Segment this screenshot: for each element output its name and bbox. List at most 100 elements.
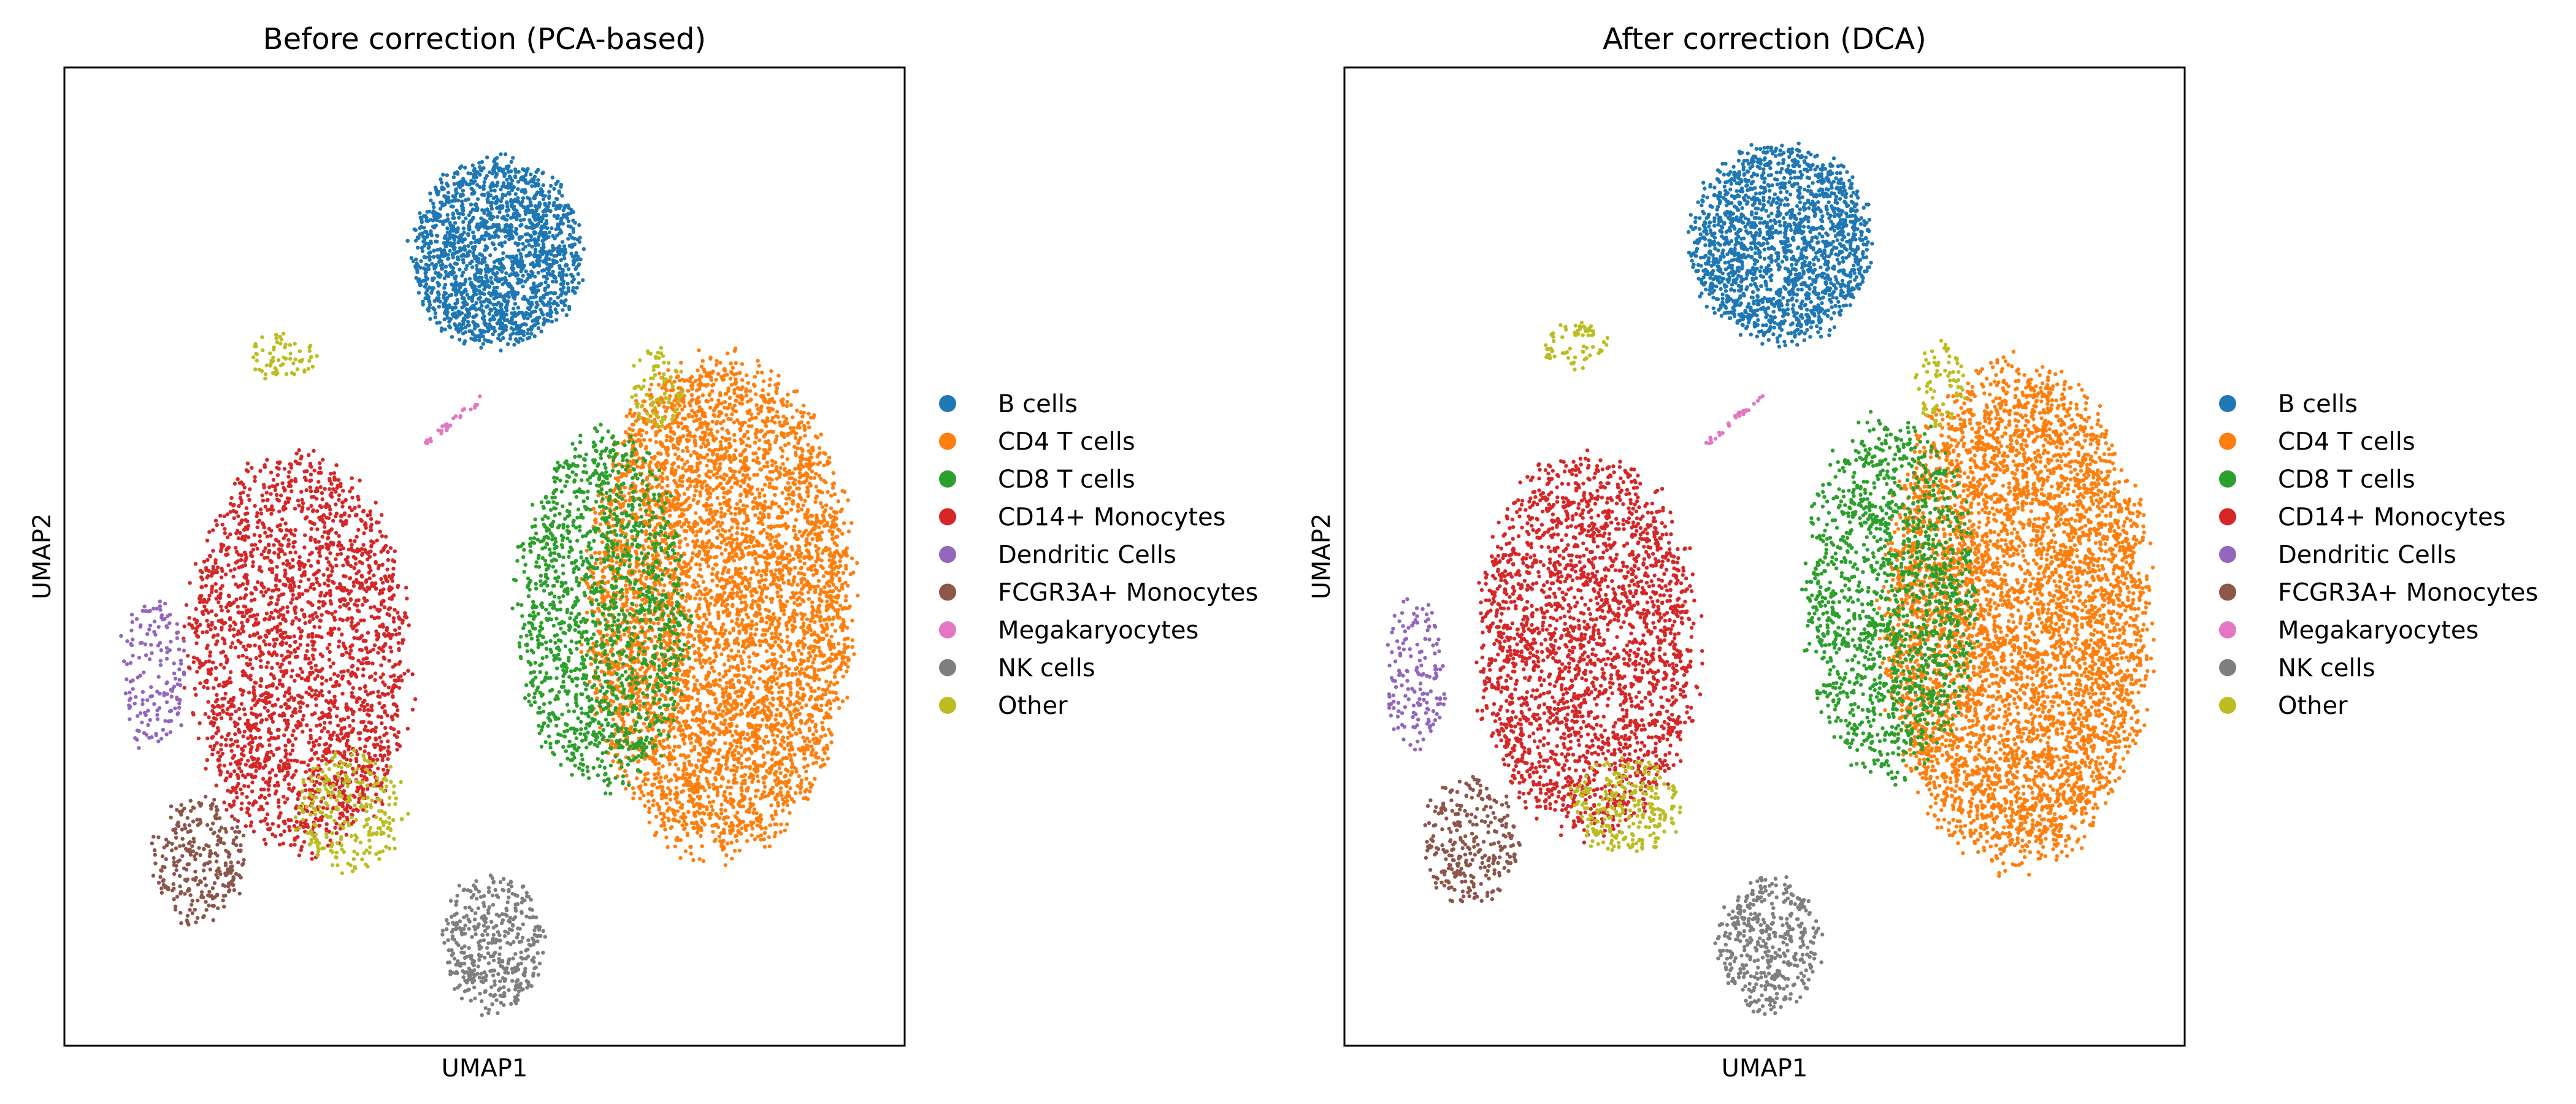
point xyxy=(692,637,697,642)
point xyxy=(689,469,694,473)
point xyxy=(474,301,478,305)
point xyxy=(694,533,699,538)
point xyxy=(762,837,766,841)
point xyxy=(697,723,701,727)
point xyxy=(780,689,785,694)
point xyxy=(537,235,541,239)
point xyxy=(785,634,790,639)
point xyxy=(678,753,683,757)
point xyxy=(694,719,699,723)
point xyxy=(686,673,691,678)
point xyxy=(700,557,705,561)
point xyxy=(488,170,492,175)
point xyxy=(764,628,769,632)
point xyxy=(456,211,461,216)
point xyxy=(529,325,534,329)
point xyxy=(770,407,775,412)
point xyxy=(736,649,741,654)
point xyxy=(505,201,510,205)
point xyxy=(680,710,684,715)
point xyxy=(801,621,806,626)
point xyxy=(560,240,565,244)
point xyxy=(481,187,486,191)
point xyxy=(750,485,754,489)
point xyxy=(443,291,448,296)
point xyxy=(740,826,744,830)
point xyxy=(820,720,824,725)
point xyxy=(534,301,539,305)
point xyxy=(461,321,466,326)
point xyxy=(780,448,785,453)
point xyxy=(538,249,542,254)
point xyxy=(695,469,699,473)
point xyxy=(705,759,709,764)
point xyxy=(443,253,448,258)
point xyxy=(807,646,811,650)
point xyxy=(484,269,488,274)
point xyxy=(770,478,774,482)
point xyxy=(761,388,765,393)
point xyxy=(487,322,492,326)
point xyxy=(459,283,464,287)
point xyxy=(502,297,507,302)
point xyxy=(793,435,798,440)
point xyxy=(478,237,483,241)
point xyxy=(803,434,807,438)
point xyxy=(482,287,486,291)
point xyxy=(839,663,844,667)
point xyxy=(514,170,518,174)
point xyxy=(726,405,730,410)
point xyxy=(684,437,689,442)
point xyxy=(788,702,793,706)
point xyxy=(529,296,533,300)
point xyxy=(661,729,666,733)
point xyxy=(485,264,489,268)
point xyxy=(488,225,493,229)
point xyxy=(729,648,734,653)
point xyxy=(768,446,772,450)
point xyxy=(471,188,475,193)
point xyxy=(561,272,565,277)
point xyxy=(503,240,507,245)
point xyxy=(740,686,744,691)
point xyxy=(723,400,727,404)
point xyxy=(529,234,534,239)
point xyxy=(536,178,540,182)
point xyxy=(723,863,728,867)
point xyxy=(802,426,807,431)
point xyxy=(491,292,496,296)
point xyxy=(486,283,490,288)
point xyxy=(814,653,818,658)
point xyxy=(692,434,697,439)
point xyxy=(564,250,568,255)
point xyxy=(786,393,790,397)
point xyxy=(776,728,781,732)
point xyxy=(511,204,515,209)
point xyxy=(700,359,705,363)
point xyxy=(461,316,466,321)
point xyxy=(623,769,627,773)
point xyxy=(534,294,538,299)
point xyxy=(772,611,776,616)
point xyxy=(507,191,512,196)
point xyxy=(754,392,758,396)
point xyxy=(815,613,819,618)
point xyxy=(535,316,539,320)
point xyxy=(772,400,776,404)
point xyxy=(459,254,464,258)
point xyxy=(447,236,452,241)
point xyxy=(461,220,466,224)
point xyxy=(719,802,724,807)
point xyxy=(699,834,703,838)
point xyxy=(707,611,711,616)
point xyxy=(780,551,784,556)
point xyxy=(448,224,453,228)
point xyxy=(540,171,545,175)
point xyxy=(475,197,480,201)
point xyxy=(541,183,545,188)
point xyxy=(424,215,429,220)
point xyxy=(504,193,508,197)
point xyxy=(565,282,570,286)
point xyxy=(531,270,535,275)
point xyxy=(821,513,825,518)
